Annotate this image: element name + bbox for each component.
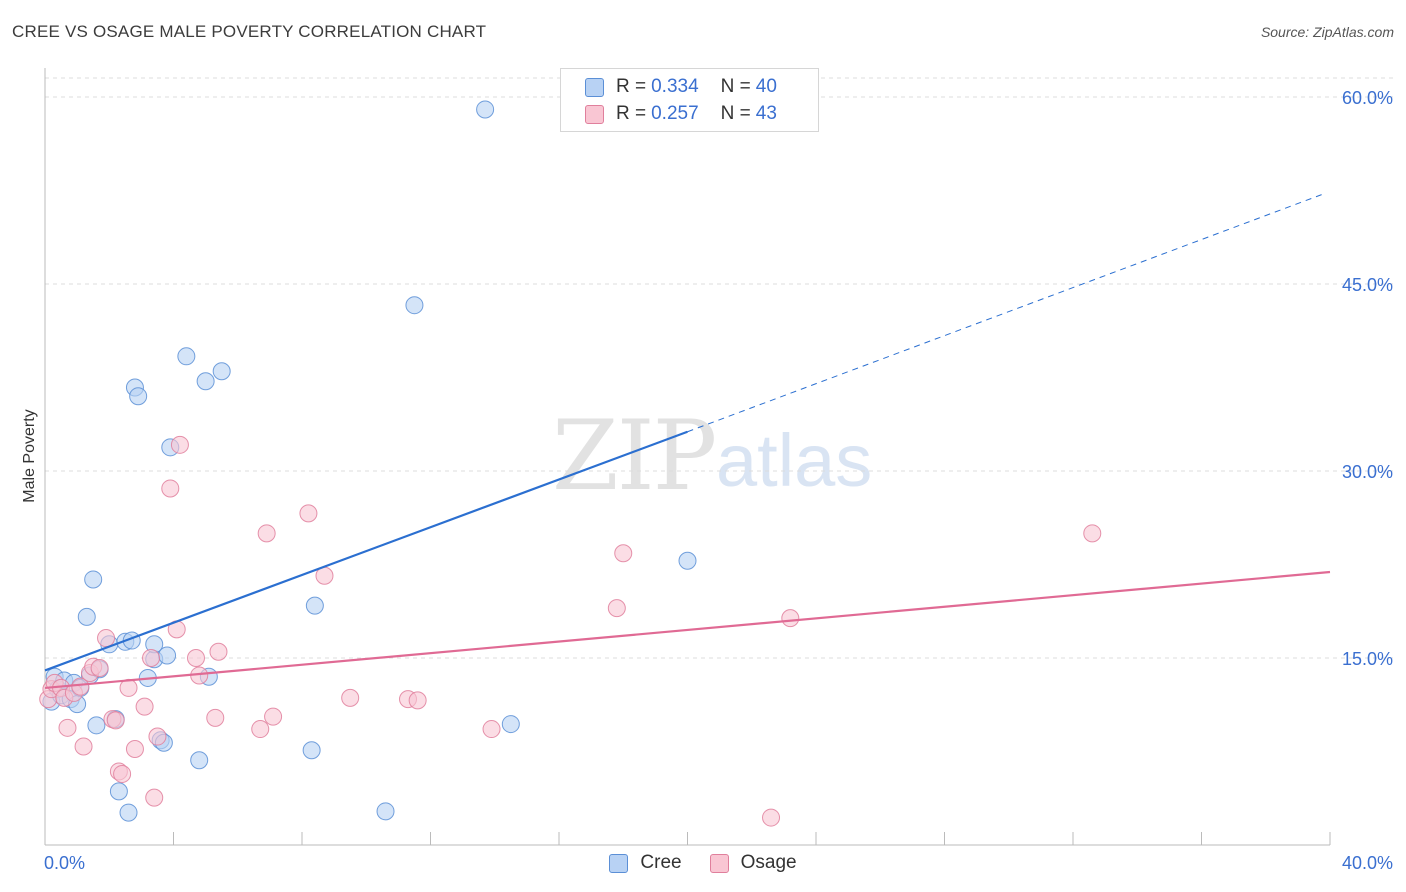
chart-title: CREE VS OSAGE MALE POVERTY CORRELATION C… xyxy=(12,22,487,41)
source-label: Source: ZipAtlas.com xyxy=(1260,24,1394,40)
series-legend: Cree Osage xyxy=(0,852,1406,874)
y-axis-title: Male Poverty xyxy=(21,409,38,502)
osage-point xyxy=(125,740,144,759)
osage-point xyxy=(74,737,93,756)
osage-point xyxy=(408,691,427,710)
cree-point xyxy=(302,741,321,760)
osage-point xyxy=(71,677,90,696)
osage-point xyxy=(251,720,270,739)
osage-point xyxy=(113,764,132,783)
osage-point xyxy=(148,727,167,746)
series-label-osage: Osage xyxy=(740,852,797,873)
cree-point xyxy=(119,803,138,822)
osage-point xyxy=(264,707,283,726)
data-points xyxy=(39,100,1102,827)
axis-labels: 15.0% 30.0% 45.0% 60.0% 0.0% 40.0% Male Povert… xyxy=(21,88,1393,873)
cree-point xyxy=(376,802,395,821)
trend-lines xyxy=(44,192,1331,690)
legend-r-value: 0.334 xyxy=(651,76,699,97)
legend-swatch-cree xyxy=(585,77,604,97)
osage-point xyxy=(299,504,318,523)
osage-point xyxy=(607,599,626,618)
osage-point xyxy=(170,435,189,454)
series-swatch-osage xyxy=(709,853,729,873)
series-swatch-cree xyxy=(609,853,629,873)
y-tick-label: 45.0% xyxy=(1342,275,1393,295)
x-tick-label: 40.0% xyxy=(1342,853,1393,873)
cree-point xyxy=(476,100,495,119)
osage-point xyxy=(762,808,781,827)
cree-point xyxy=(177,347,196,366)
cree-point xyxy=(109,782,128,801)
osage-point xyxy=(106,711,125,730)
legend-r-value: 0.257 xyxy=(651,103,699,124)
cree-point xyxy=(196,372,215,391)
cree-point xyxy=(190,751,209,770)
osage-point xyxy=(135,697,154,716)
series-legend-osage: Osage xyxy=(709,852,797,874)
cree-point xyxy=(129,387,148,406)
osage-trend-line xyxy=(44,570,1331,690)
cree-point xyxy=(87,716,106,735)
y-tick-label: 60.0% xyxy=(1342,88,1393,108)
y-tick-label: 30.0% xyxy=(1342,462,1393,482)
cree-point xyxy=(158,646,177,665)
osage-point xyxy=(614,544,633,563)
cree-point xyxy=(84,570,103,589)
legend-row-cree: R = 0.334 N = 40 xyxy=(585,74,777,100)
legend-r-label: R = xyxy=(616,103,647,124)
cree-trend-line xyxy=(44,430,688,672)
legend-row-osage: R = 0.257 N = 43 xyxy=(585,101,777,127)
legend-n-value: 40 xyxy=(755,76,777,97)
osage-point xyxy=(186,649,205,667)
osage-point xyxy=(58,718,77,737)
grid-lines xyxy=(45,77,1394,659)
osage-point xyxy=(482,720,501,739)
watermark-zip: ZIP xyxy=(552,400,717,512)
watermark-atlas: atlas xyxy=(716,419,873,502)
cree-point xyxy=(405,296,424,315)
osage-point xyxy=(145,788,164,807)
legend-n-value: 43 xyxy=(755,103,777,124)
osage-point xyxy=(206,708,225,727)
osage-point xyxy=(257,524,276,543)
osage-point xyxy=(1083,524,1102,543)
legend-n-label: N = xyxy=(720,103,751,124)
legend-r-label: R = xyxy=(616,76,647,97)
cree-point xyxy=(678,551,697,570)
legend-swatch-osage xyxy=(585,104,604,124)
osage-point xyxy=(161,479,180,498)
osage-point xyxy=(142,649,161,667)
x-tick-label: 0.0% xyxy=(44,853,85,873)
legend-n-label: N = xyxy=(720,76,751,97)
osage-point xyxy=(97,629,116,648)
series-legend-cree: Cree xyxy=(609,852,682,874)
cree-point xyxy=(305,596,324,615)
osage-point xyxy=(90,658,109,677)
cree-point xyxy=(77,607,96,626)
osage-point xyxy=(781,609,800,628)
correlation-legend: R = 0.334 N = 40 R = 0.257 N = 43 xyxy=(560,68,819,132)
series-label-cree: Cree xyxy=(640,852,682,873)
cree-point xyxy=(212,362,231,381)
osage-point xyxy=(341,688,360,707)
y-tick-label: 15.0% xyxy=(1342,649,1393,669)
cree-trend-extension xyxy=(687,192,1327,433)
osage-point xyxy=(209,642,228,661)
axes xyxy=(44,68,1331,846)
cree-point xyxy=(501,715,520,734)
